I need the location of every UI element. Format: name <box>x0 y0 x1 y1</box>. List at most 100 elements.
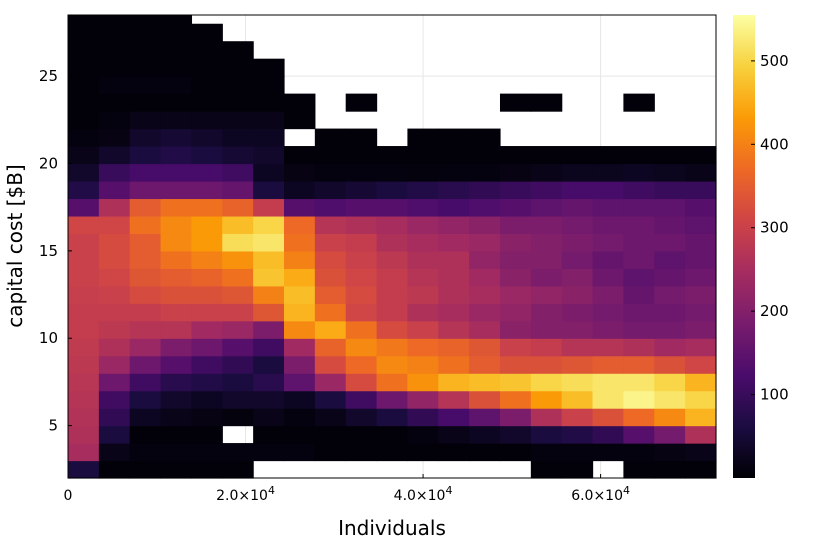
heatmap-cell <box>685 268 717 287</box>
heatmap-cell <box>530 303 563 322</box>
heatmap-cell <box>129 390 162 409</box>
heatmap-cell <box>253 93 285 112</box>
heatmap-cell <box>129 303 162 322</box>
heatmap-cell <box>160 128 193 147</box>
heatmap-cell <box>469 146 501 165</box>
heatmap-cell <box>685 233 717 252</box>
heatmap-cell <box>499 443 532 462</box>
heatmap-cell <box>222 303 254 322</box>
heatmap-cell <box>191 128 223 147</box>
heatmap-cell <box>469 320 501 339</box>
heatmap-cell <box>129 76 162 95</box>
heatmap-cell <box>191 303 223 322</box>
heatmap-cell <box>314 338 347 357</box>
heatmap-cell <box>469 128 501 147</box>
heatmap-cell <box>68 268 100 287</box>
heatmap-cell <box>129 320 162 339</box>
heatmap-cell <box>376 373 409 392</box>
heatmap-cell <box>98 355 131 374</box>
heatmap-cell <box>685 408 717 427</box>
heatmap-cell <box>283 373 316 392</box>
heatmap-cell <box>345 198 378 217</box>
heatmap-cell <box>253 425 285 444</box>
heatmap-cell <box>345 390 378 409</box>
heatmap-cell <box>222 320 254 339</box>
heatmap-cell <box>222 111 254 130</box>
heatmap-cell <box>160 338 193 357</box>
heatmap-cell <box>469 215 501 234</box>
heatmap-cell <box>685 373 717 392</box>
heatmap-cell <box>592 268 624 287</box>
heatmap-cell <box>499 285 532 304</box>
heatmap-cell <box>160 198 193 217</box>
heatmap-cell <box>314 425 347 444</box>
heatmap-cell <box>654 373 686 392</box>
heatmap-cell <box>469 285 501 304</box>
heatmap-cell <box>438 215 470 234</box>
heatmap-cell <box>407 320 439 339</box>
heatmap-cell <box>499 338 532 357</box>
heatmap-cell <box>345 285 378 304</box>
heatmap-cell <box>160 355 193 374</box>
heatmap-cell <box>438 355 470 374</box>
heatmap-cell <box>530 233 563 252</box>
heatmap-cell <box>654 285 686 304</box>
heatmap-cell <box>407 303 439 322</box>
heatmap-cell <box>314 268 347 287</box>
heatmap-cell <box>499 215 532 234</box>
heatmap-cell <box>561 215 594 234</box>
heatmap-cell <box>314 215 347 234</box>
y-tick-label: 15 <box>39 242 58 260</box>
heatmap-cell <box>98 443 131 462</box>
heatmap-cell <box>314 233 347 252</box>
heatmap-cell <box>530 390 563 409</box>
heatmap-cell <box>654 425 686 444</box>
x-axis-label: Individuals <box>338 516 446 540</box>
heatmap-cell <box>68 23 100 42</box>
heatmap-cell <box>592 443 624 462</box>
heatmap-cell <box>530 320 563 339</box>
heatmap-cell <box>68 111 100 130</box>
heatmap-cell <box>685 146 717 165</box>
heatmap-cell <box>561 268 594 287</box>
heatmap-cell <box>469 198 501 217</box>
heatmap-cell <box>191 285 223 304</box>
heatmap-cell <box>68 198 100 217</box>
heatmap-cell <box>222 373 254 392</box>
heatmap-cell <box>222 355 254 374</box>
heatmap-cell <box>191 338 223 357</box>
heatmap-cell <box>160 268 193 287</box>
heatmap-cell <box>561 198 594 217</box>
heatmap-cell <box>98 58 131 77</box>
heatmap-cell <box>623 355 655 374</box>
heatmap-cell <box>222 128 254 147</box>
heatmap-cell <box>68 373 100 392</box>
heatmap-cell <box>68 41 100 60</box>
heatmap-cell <box>345 425 378 444</box>
heatmap-cell <box>499 408 532 427</box>
heatmap-cell <box>314 355 347 374</box>
heatmap-cell <box>499 355 532 374</box>
heatmap-cell <box>160 390 193 409</box>
heatmap-cell <box>685 355 717 374</box>
heatmap-cell <box>98 93 131 112</box>
heatmap-cell <box>283 146 316 165</box>
heatmap-cell <box>129 93 162 112</box>
heatmap-cell <box>283 443 316 462</box>
heatmap-cell <box>561 146 594 165</box>
heatmap-cell <box>253 58 285 77</box>
heatmap-cell <box>160 76 193 95</box>
heatmap-cell <box>623 373 655 392</box>
heatmap-cell <box>129 198 162 217</box>
heatmap-cell <box>685 460 717 479</box>
heatmap-cell <box>253 373 285 392</box>
heatmap-cell <box>98 198 131 217</box>
heatmap-cell <box>191 373 223 392</box>
heatmap-cell <box>345 355 378 374</box>
heatmap-cell <box>222 268 254 287</box>
heatmap-cell <box>68 460 100 479</box>
heatmap-cell <box>592 215 624 234</box>
heatmap-cell <box>253 215 285 234</box>
heatmap-cell <box>345 443 378 462</box>
heatmap-cell <box>407 285 439 304</box>
